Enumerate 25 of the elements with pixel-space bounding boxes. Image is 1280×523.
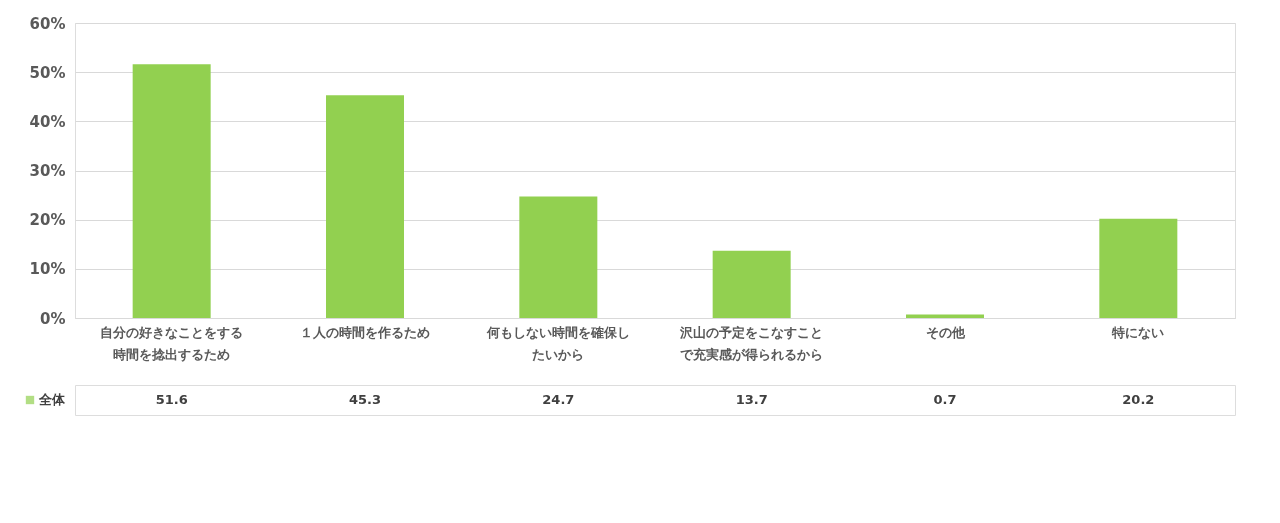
- x-tick-label: 沢山の予定をこなすことで充実感が得られるから: [679, 324, 824, 362]
- x-tick-label: １人の時間を作るため: [300, 324, 430, 340]
- y-tick-label: 20%: [29, 211, 66, 230]
- y-tick-label: 40%: [29, 112, 66, 131]
- x-tick-label: 何もしない時間を確保したいから: [485, 324, 630, 362]
- y-tick-label: 10%: [29, 260, 66, 279]
- data-label: 45.3: [348, 392, 382, 407]
- legend-label: 全体: [38, 392, 66, 407]
- y-tick-label: 60%: [29, 14, 66, 33]
- data-label: 24.7: [542, 392, 575, 407]
- bar: [1099, 218, 1178, 318]
- bar: [132, 64, 211, 318]
- y-tick-label: 30%: [29, 162, 66, 180]
- x-tick-label: 自分の好きなことをする時間を捻出するため: [100, 324, 244, 362]
- bar: [326, 95, 404, 318]
- bar: [519, 196, 598, 318]
- y-tick-label: 0%: [40, 309, 66, 328]
- data-label: 0.7: [933, 392, 957, 407]
- data-label: 51.6: [155, 392, 188, 407]
- y-tick-label: 50%: [29, 63, 66, 82]
- x-tick-label: その他: [925, 324, 966, 340]
- bar: [712, 250, 791, 318]
- data-label: 20.2: [1122, 392, 1155, 407]
- data-label: 13.7: [735, 392, 768, 407]
- x-tick-label: 特にない: [1111, 324, 1165, 340]
